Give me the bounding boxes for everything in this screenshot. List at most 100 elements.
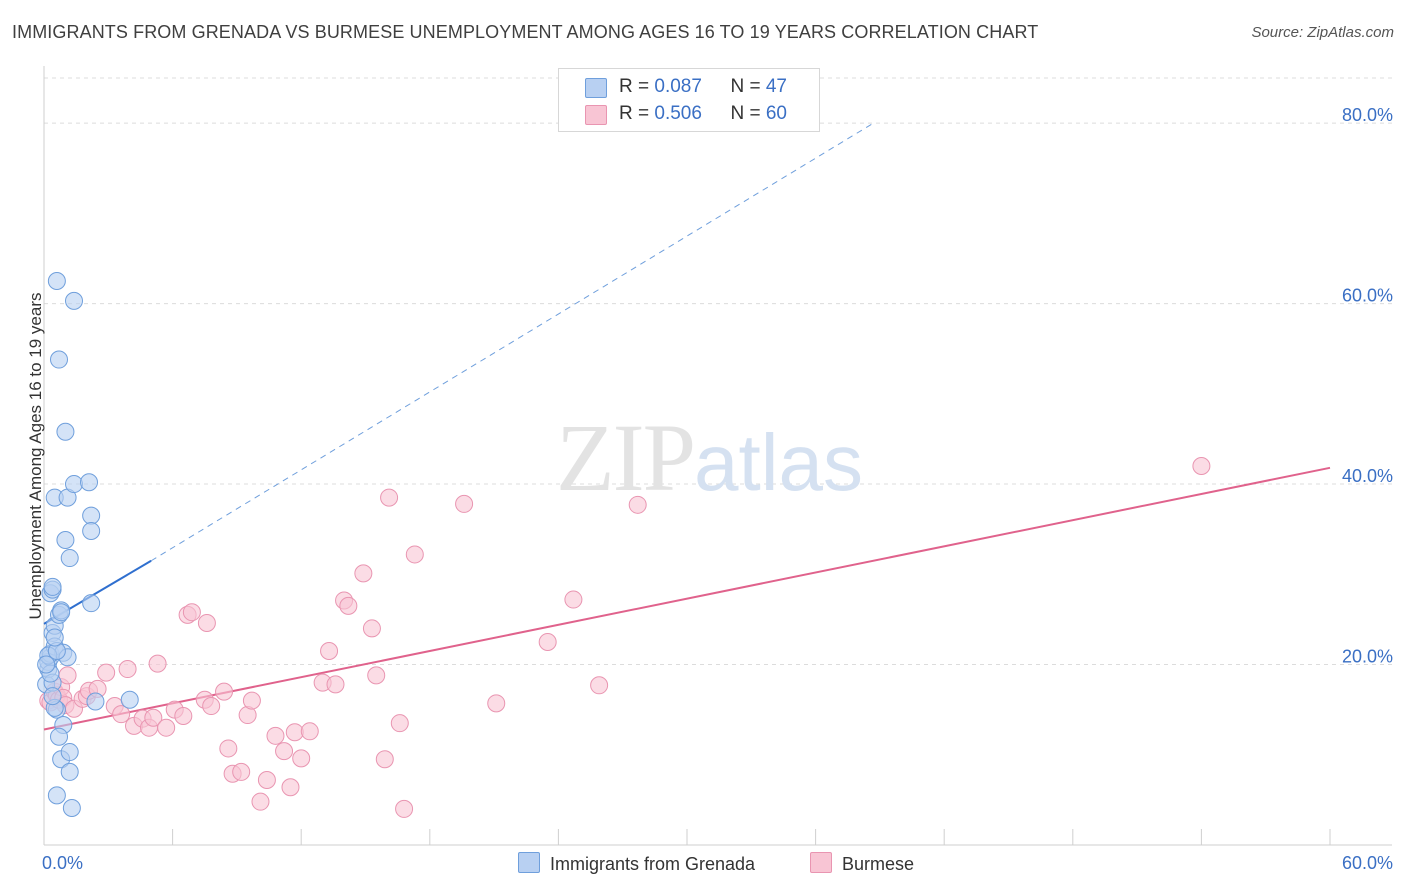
point-grenada (80, 473, 99, 492)
point-burmese (339, 596, 358, 615)
point-burmese (320, 641, 339, 660)
point-grenada (43, 687, 62, 706)
legend-label-burmese: Burmese (842, 854, 915, 874)
point-burmese (292, 749, 311, 768)
trend-line-grenada-extension (150, 122, 874, 562)
point-grenada (37, 655, 56, 674)
source-label: Source: ZipAtlas.com (1251, 24, 1394, 41)
point-burmese (112, 705, 131, 724)
n-value: 47 (765, 76, 787, 97)
point-burmese (487, 694, 506, 713)
legend-swatch-blue (585, 78, 607, 98)
legend-label-grenada: Immigrants from Grenada (550, 854, 756, 874)
point-burmese (148, 654, 167, 673)
point-grenada (47, 786, 66, 805)
axes (43, 66, 1392, 846)
r-label: R = (619, 103, 655, 124)
point-burmese (157, 718, 176, 737)
point-grenada (86, 692, 105, 711)
point-grenada (45, 628, 64, 647)
r-label: R = (619, 76, 655, 97)
point-burmese (367, 666, 386, 685)
legend-swatch-blue (518, 852, 540, 873)
y-tick-label: 40.0% (1342, 466, 1393, 486)
point-grenada (62, 799, 81, 818)
point-burmese (390, 714, 409, 733)
point-grenada (60, 549, 79, 568)
point-grenada (52, 603, 71, 622)
point-burmese (405, 545, 424, 564)
point-burmese (182, 603, 201, 622)
x-tick-label: 60.0% (1342, 853, 1393, 873)
data-points (37, 272, 1211, 818)
y-tick-label: 60.0% (1342, 286, 1393, 306)
point-burmese (219, 739, 238, 758)
point-burmese (202, 697, 221, 716)
point-burmese (266, 726, 285, 745)
x-tick-label: 0.0% (42, 853, 83, 873)
legend-item-grenada[interactable]: Immigrants from Grenada (518, 852, 755, 875)
point-burmese (97, 663, 116, 682)
point-burmese (251, 792, 270, 811)
y-axis-label: Unemployment Among Ages 16 to 19 years (26, 292, 45, 620)
point-burmese (242, 691, 261, 710)
point-burmese (174, 706, 193, 725)
point-grenada (120, 690, 139, 709)
point-grenada (56, 531, 75, 550)
point-burmese (144, 708, 163, 727)
watermark: ZIPatlas (556, 402, 863, 513)
tick-labels: 20.0% 40.0% 60.0% 80.0% 0.0% 60.0% (42, 105, 1393, 873)
point-grenada (50, 727, 69, 746)
n-label: N = (730, 76, 766, 97)
n-label: N = (730, 103, 766, 124)
point-burmese (628, 495, 647, 514)
point-burmese (281, 778, 300, 797)
trend-line-burmese (43, 466, 1331, 731)
point-burmese (564, 590, 583, 609)
point-grenada (56, 422, 75, 441)
watermark-zip: ZIP (556, 404, 696, 511)
point-burmese (538, 632, 557, 651)
point-burmese (354, 564, 373, 583)
point-burmese (380, 488, 399, 507)
point-burmese (300, 722, 319, 741)
gridlines (44, 77, 1392, 666)
point-grenada (50, 350, 69, 369)
n-value: 60 (765, 103, 787, 124)
point-grenada (82, 506, 101, 525)
r-value: 0.506 (654, 103, 702, 124)
y-tick-label: 20.0% (1342, 647, 1393, 667)
point-burmese (375, 750, 394, 769)
r-value: 0.087 (654, 76, 702, 97)
point-burmese (590, 676, 609, 695)
watermark-atlas: atlas (694, 418, 863, 507)
legend-swatch-pink (810, 852, 832, 873)
point-grenada (82, 594, 101, 613)
point-grenada (60, 743, 79, 762)
point-burmese (58, 666, 77, 685)
point-burmese (285, 723, 304, 742)
point-burmese (455, 494, 474, 513)
point-grenada (47, 272, 66, 291)
point-burmese (395, 799, 414, 818)
point-burmese (215, 682, 234, 701)
point-burmese (232, 762, 251, 781)
chart-title: IMMIGRANTS FROM GRENADA VS BURMESE UNEMP… (12, 22, 1039, 42)
stats-legend: R = 0.087 N = 47 R = 0.506 N = 60 (558, 68, 820, 132)
point-burmese (362, 619, 381, 638)
point-burmese (1192, 457, 1211, 476)
point-burmese (118, 660, 137, 679)
point-burmese (257, 771, 276, 790)
legend-item-burmese[interactable]: Burmese (810, 852, 914, 875)
point-grenada (43, 577, 62, 596)
point-burmese (197, 614, 216, 633)
point-burmese (275, 742, 294, 761)
y-tick-label: 80.0% (1342, 105, 1393, 125)
point-grenada (65, 291, 84, 310)
legend-swatch-pink (585, 105, 607, 125)
point-burmese (326, 675, 345, 694)
point-grenada (60, 762, 79, 781)
point-grenada (65, 475, 84, 494)
point-grenada (82, 521, 101, 540)
